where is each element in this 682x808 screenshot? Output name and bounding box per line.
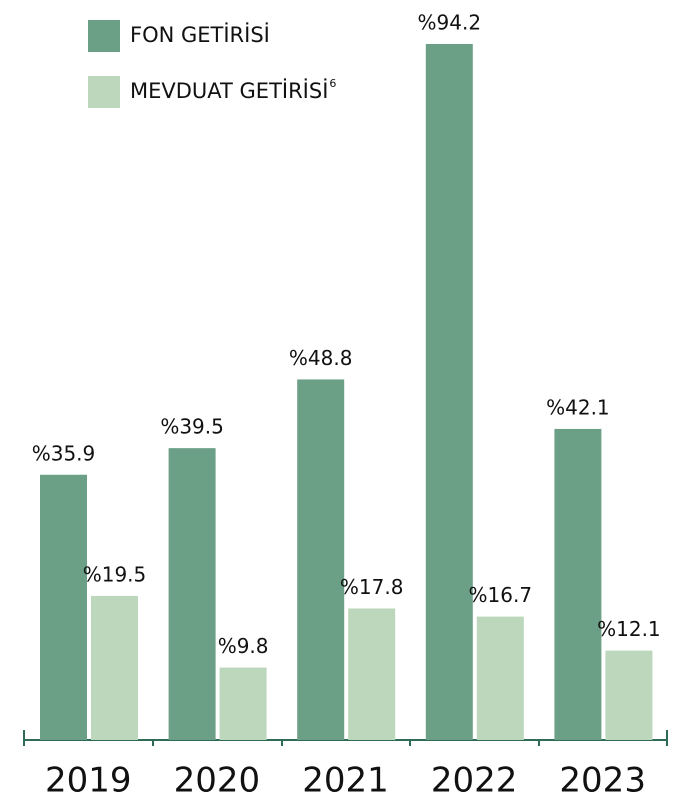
data-label: %48.8: [289, 346, 353, 370]
data-label: %9.8: [218, 634, 269, 658]
data-label: %12.1: [597, 617, 661, 641]
legend-label: MEVDUAT GETİRİSİ: [130, 78, 328, 103]
bar: [168, 448, 216, 740]
bar: [297, 379, 345, 740]
data-label: %94.2: [418, 11, 482, 35]
bar: [605, 650, 653, 740]
data-label: %16.7: [469, 583, 533, 607]
bar: [425, 44, 473, 740]
x-tick-label: 2023: [559, 761, 646, 801]
bar: [554, 428, 602, 740]
bar: [40, 474, 87, 740]
x-tick-label: 2020: [174, 761, 261, 801]
bar: [91, 595, 138, 740]
legend-swatch: [88, 20, 120, 52]
x-tick-label: 2021: [302, 761, 389, 801]
x-tick-label: 2022: [431, 761, 518, 801]
data-label: %19.5: [83, 562, 147, 586]
bar: [219, 667, 267, 740]
legend-footnote: 6: [329, 77, 336, 90]
data-label: %39.5: [160, 415, 224, 439]
data-label: %42.1: [546, 395, 610, 419]
data-label: %35.9: [32, 441, 96, 465]
x-tick-label: 2019: [45, 761, 132, 801]
bar: [476, 616, 524, 740]
legend-swatch: [88, 76, 120, 108]
legend-label: FON GETİRİSİ: [130, 22, 270, 47]
data-label: %17.8: [340, 575, 404, 599]
bar: [348, 608, 396, 740]
